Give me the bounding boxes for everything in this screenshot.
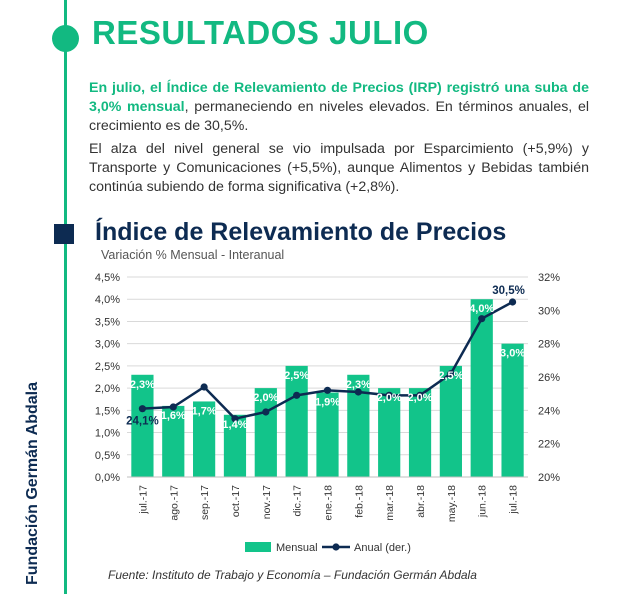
- y-left-tick-label: 4,0%: [95, 294, 120, 306]
- bar: [470, 299, 493, 477]
- x-tick-label: oct.-17: [230, 485, 242, 517]
- intro-rest: , permaneciendo en niveles elevados. En …: [89, 99, 589, 134]
- y-left-tick-label: 0,5%: [95, 450, 120, 462]
- x-tick-label: sep.-17: [199, 485, 211, 520]
- bar-data-label: 1,6%: [161, 410, 186, 422]
- bar: [347, 374, 370, 477]
- chart-subtitle: Variación % Mensual - Interanual: [101, 248, 285, 262]
- legend-marker-anual: [332, 543, 340, 551]
- x-tick-label: may.-18: [446, 485, 458, 522]
- x-tick-label: ago.-17: [168, 485, 180, 521]
- chart-title-marker: [54, 224, 74, 244]
- annual-point: [508, 298, 517, 306]
- bar-data-label: 1,4%: [222, 419, 247, 431]
- accent-vertical-line: [64, 0, 67, 594]
- y-right-tick-label: 24%: [538, 405, 560, 417]
- bar: [131, 374, 154, 477]
- bar-data-label: 2,0%: [253, 392, 278, 404]
- bar: [439, 365, 462, 477]
- x-tick-label: dic.-17: [292, 485, 304, 517]
- bar: [162, 405, 185, 477]
- detail-paragraph: El alza del nivel general se vio impulsa…: [89, 141, 589, 195]
- legend-swatch-mensual: [245, 542, 271, 552]
- bar-data-label: 1,9%: [315, 397, 340, 409]
- legend-label-anual: Anual (der.): [354, 542, 411, 554]
- x-tick-label: jun.-18: [477, 485, 489, 518]
- intro-highlight: En julio, el Índice de Relevamiento de P…: [89, 80, 589, 115]
- bar-data-label: 1,7%: [192, 405, 217, 417]
- bar: [285, 365, 308, 477]
- annual-point: [354, 388, 362, 396]
- y-left-tick-label: 1,5%: [95, 405, 120, 417]
- bar: [378, 388, 401, 477]
- annual-point: [323, 386, 332, 394]
- bar: [316, 392, 339, 477]
- sidebar-organization-text: Fundación Germán Abdala: [24, 382, 41, 585]
- bar-data-label: 2,5%: [284, 370, 309, 382]
- bar: [408, 388, 432, 477]
- bar: [223, 414, 247, 477]
- x-tick-label: mar.-18: [384, 485, 396, 521]
- y-right-tick-label: 32%: [538, 272, 560, 284]
- annual-point: [231, 415, 239, 423]
- annual-point: [416, 391, 424, 399]
- bar: [193, 401, 216, 477]
- y-left-tick-label: 3,5%: [95, 316, 120, 328]
- accent-dot: [52, 25, 79, 52]
- y-left-tick-label: 0,0%: [95, 472, 120, 484]
- x-tick-label: ene.-18: [323, 485, 335, 521]
- y-left-tick-label: 2,5%: [95, 361, 120, 373]
- y-right-tick-label: 28%: [538, 339, 560, 351]
- source-note: Fuente: Instituto de Trabajo y Economía …: [108, 568, 477, 582]
- bar: [501, 343, 524, 477]
- y-left-tick-label: 2,0%: [95, 383, 120, 395]
- x-tick-label: nov.-17: [261, 485, 273, 519]
- annual-point: [293, 391, 301, 399]
- x-tick-label: feb.-18: [353, 485, 365, 518]
- bar-data-label: 4,0%: [469, 303, 494, 315]
- y-left-tick-label: 4,5%: [95, 272, 120, 284]
- annual-point: [169, 403, 177, 411]
- annual-point: [200, 383, 208, 391]
- line-data-label: 24,1%: [126, 416, 159, 428]
- annual-point: [447, 370, 455, 378]
- x-tick-label: jul.-17: [137, 485, 149, 515]
- bar-data-label: 2,0%: [407, 392, 432, 404]
- intro-paragraph: En julio, el Índice de Relevamiento de P…: [89, 79, 589, 136]
- x-tick-label: abr.-18: [415, 485, 427, 518]
- y-right-tick-label: 20%: [538, 472, 560, 484]
- annual-point: [262, 408, 270, 416]
- bar-data-label: 2,3%: [346, 379, 371, 391]
- chart-title: Índice de Relevamiento de Precios: [95, 218, 507, 246]
- legend-label-mensual: Mensual: [276, 542, 318, 554]
- page-title: RESULTADOS JULIO: [92, 14, 429, 51]
- y-left-tick-label: 3,0%: [95, 339, 120, 351]
- y-right-tick-label: 26%: [538, 372, 560, 384]
- annual-point: [138, 405, 147, 413]
- annual-point: [478, 315, 486, 323]
- bar-data-label: 2,3%: [130, 379, 155, 391]
- annual-point: [385, 391, 393, 399]
- bar-data-label: 3,0%: [500, 348, 525, 360]
- y-right-tick-label: 22%: [538, 439, 560, 451]
- bar-data-label: 2,0%: [377, 392, 402, 404]
- bar-data-label: 2,5%: [438, 370, 463, 382]
- y-left-tick-label: 1,0%: [95, 428, 120, 440]
- x-tick-label: jul.-18: [508, 485, 520, 515]
- y-right-tick-label: 30%: [538, 305, 560, 317]
- line-data-label: 30,5%: [492, 285, 525, 297]
